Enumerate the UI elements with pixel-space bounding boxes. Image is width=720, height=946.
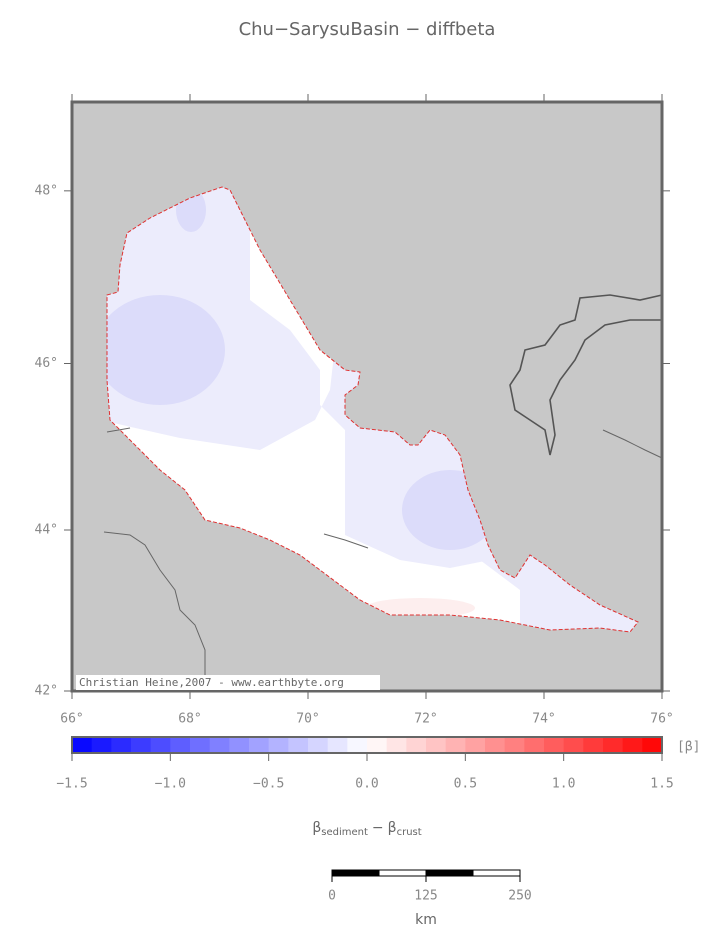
colorbar-step bbox=[150, 737, 171, 753]
colorbar-step bbox=[249, 737, 270, 753]
colorbar-label: βsediment − βcrust bbox=[312, 820, 421, 838]
colorbar-step bbox=[386, 737, 407, 753]
scalebar-segment bbox=[472, 869, 521, 877]
colorbar-tick-label: 1.5 bbox=[650, 777, 673, 792]
scalebar-tick-label: 0 bbox=[328, 889, 336, 904]
credit: Christian Heine,2007 - www.earthbyte.org bbox=[79, 676, 344, 689]
colorbar-step bbox=[426, 737, 447, 753]
colorbar-step bbox=[445, 737, 466, 753]
map-frame bbox=[70, 100, 664, 693]
scalebar-segment bbox=[331, 869, 380, 877]
colorbar-step bbox=[327, 737, 348, 753]
colorbar-tick-label: 1.0 bbox=[552, 777, 575, 792]
colorbar-step bbox=[347, 737, 368, 753]
colorbar-step bbox=[288, 737, 309, 753]
colorbar-unit: [β] bbox=[677, 740, 700, 755]
x-tick-label: 70° bbox=[296, 712, 319, 727]
colorbar-step bbox=[524, 737, 545, 753]
colorbar-tick-label: −0.5 bbox=[253, 777, 284, 792]
scalebar-segment bbox=[378, 869, 427, 877]
colorbar-step bbox=[622, 737, 643, 753]
colorbar-step bbox=[367, 737, 388, 753]
y-tick-label: 42° bbox=[35, 684, 58, 699]
label-part: β bbox=[312, 820, 321, 836]
colorbar-step bbox=[190, 737, 211, 753]
label-part: − bbox=[372, 820, 384, 836]
colorbar-step bbox=[465, 737, 486, 753]
label-part: β bbox=[388, 820, 397, 836]
colorbar-step bbox=[603, 737, 624, 753]
scalebar-tick-label: 125 bbox=[414, 889, 437, 904]
colorbar-step bbox=[642, 737, 663, 753]
x-tick-label: 74° bbox=[532, 712, 555, 727]
colorbar-step bbox=[91, 737, 112, 753]
scalebar-tick-label: 250 bbox=[508, 889, 531, 904]
colorbar-step bbox=[308, 737, 329, 753]
label-part: crust bbox=[397, 827, 422, 838]
x-tick-label: 76° bbox=[650, 712, 673, 727]
colorbar-step bbox=[131, 737, 152, 753]
x-tick-label: 72° bbox=[414, 712, 437, 727]
colorbar-step bbox=[229, 737, 250, 753]
colorbar-step bbox=[504, 737, 525, 753]
colorbar-step bbox=[544, 737, 565, 753]
colorbar: −1.5 −1.0 −0.5 0.0 0.5 1.0 1.5 bbox=[56, 736, 674, 792]
colorbar-tick-label: −1.0 bbox=[155, 777, 186, 792]
credit-box bbox=[76, 675, 380, 690]
x-tick-label: 68° bbox=[178, 712, 201, 727]
colorbar-tick-label: −1.5 bbox=[56, 777, 87, 792]
colorbar-step bbox=[209, 737, 230, 753]
coastline bbox=[509, 294, 663, 456]
colorbar-step bbox=[72, 737, 93, 753]
x-tick-label: 66° bbox=[60, 712, 83, 727]
title: Chu−SarysuBasin − diffbeta bbox=[239, 19, 496, 40]
colorbar-step bbox=[170, 737, 191, 753]
scalebar-unit: km bbox=[415, 912, 437, 928]
colorbar-step bbox=[485, 737, 506, 753]
rivers bbox=[103, 427, 663, 690]
colorbar-step bbox=[406, 737, 427, 753]
colorbar-step bbox=[583, 737, 604, 753]
low-patch bbox=[107, 295, 225, 405]
label-part: sediment bbox=[321, 827, 368, 838]
scalebar-segment bbox=[425, 869, 474, 877]
colorbar-step bbox=[268, 737, 289, 753]
y-tick-label: 46° bbox=[35, 356, 58, 371]
y-tick-label: 44° bbox=[35, 523, 58, 538]
y-tick-label: 48° bbox=[35, 183, 58, 198]
colorbar-step bbox=[111, 737, 132, 753]
colorbar-step bbox=[563, 737, 584, 753]
high-patch bbox=[365, 598, 475, 618]
colorbar-tick-label: 0.5 bbox=[454, 777, 477, 792]
colorbar-tick-label: 0.0 bbox=[355, 777, 378, 792]
